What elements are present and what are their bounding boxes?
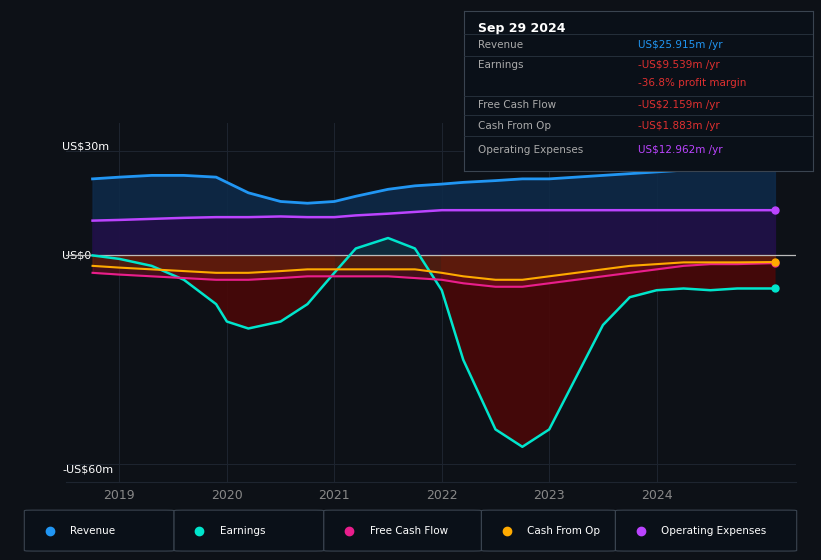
Text: -36.8% profit margin: -36.8% profit margin	[639, 78, 747, 88]
Text: Sep 29 2024: Sep 29 2024	[478, 22, 566, 35]
FancyBboxPatch shape	[174, 510, 323, 551]
Text: -US$60m: -US$60m	[62, 464, 113, 474]
Text: -US$1.883m /yr: -US$1.883m /yr	[639, 121, 720, 131]
Text: Revenue: Revenue	[70, 526, 115, 535]
Text: Free Cash Flow: Free Cash Flow	[369, 526, 447, 535]
FancyBboxPatch shape	[616, 510, 796, 551]
Text: Earnings: Earnings	[220, 526, 265, 535]
Text: Free Cash Flow: Free Cash Flow	[478, 100, 556, 110]
Text: -US$2.159m /yr: -US$2.159m /yr	[639, 100, 720, 110]
Text: Cash From Op: Cash From Op	[478, 121, 551, 131]
Text: Operating Expenses: Operating Expenses	[661, 526, 766, 535]
Text: US$30m: US$30m	[62, 141, 109, 151]
FancyBboxPatch shape	[323, 510, 481, 551]
FancyBboxPatch shape	[25, 510, 174, 551]
Text: US$25.915m /yr: US$25.915m /yr	[639, 40, 723, 50]
FancyBboxPatch shape	[481, 510, 616, 551]
Text: US$12.962m /yr: US$12.962m /yr	[639, 145, 723, 155]
Text: Revenue: Revenue	[478, 40, 523, 50]
Text: Operating Expenses: Operating Expenses	[478, 145, 583, 155]
Text: Earnings: Earnings	[478, 60, 523, 71]
Text: Cash From Op: Cash From Op	[527, 526, 600, 535]
Text: -US$9.539m /yr: -US$9.539m /yr	[639, 60, 720, 71]
Text: US$0: US$0	[62, 250, 91, 260]
